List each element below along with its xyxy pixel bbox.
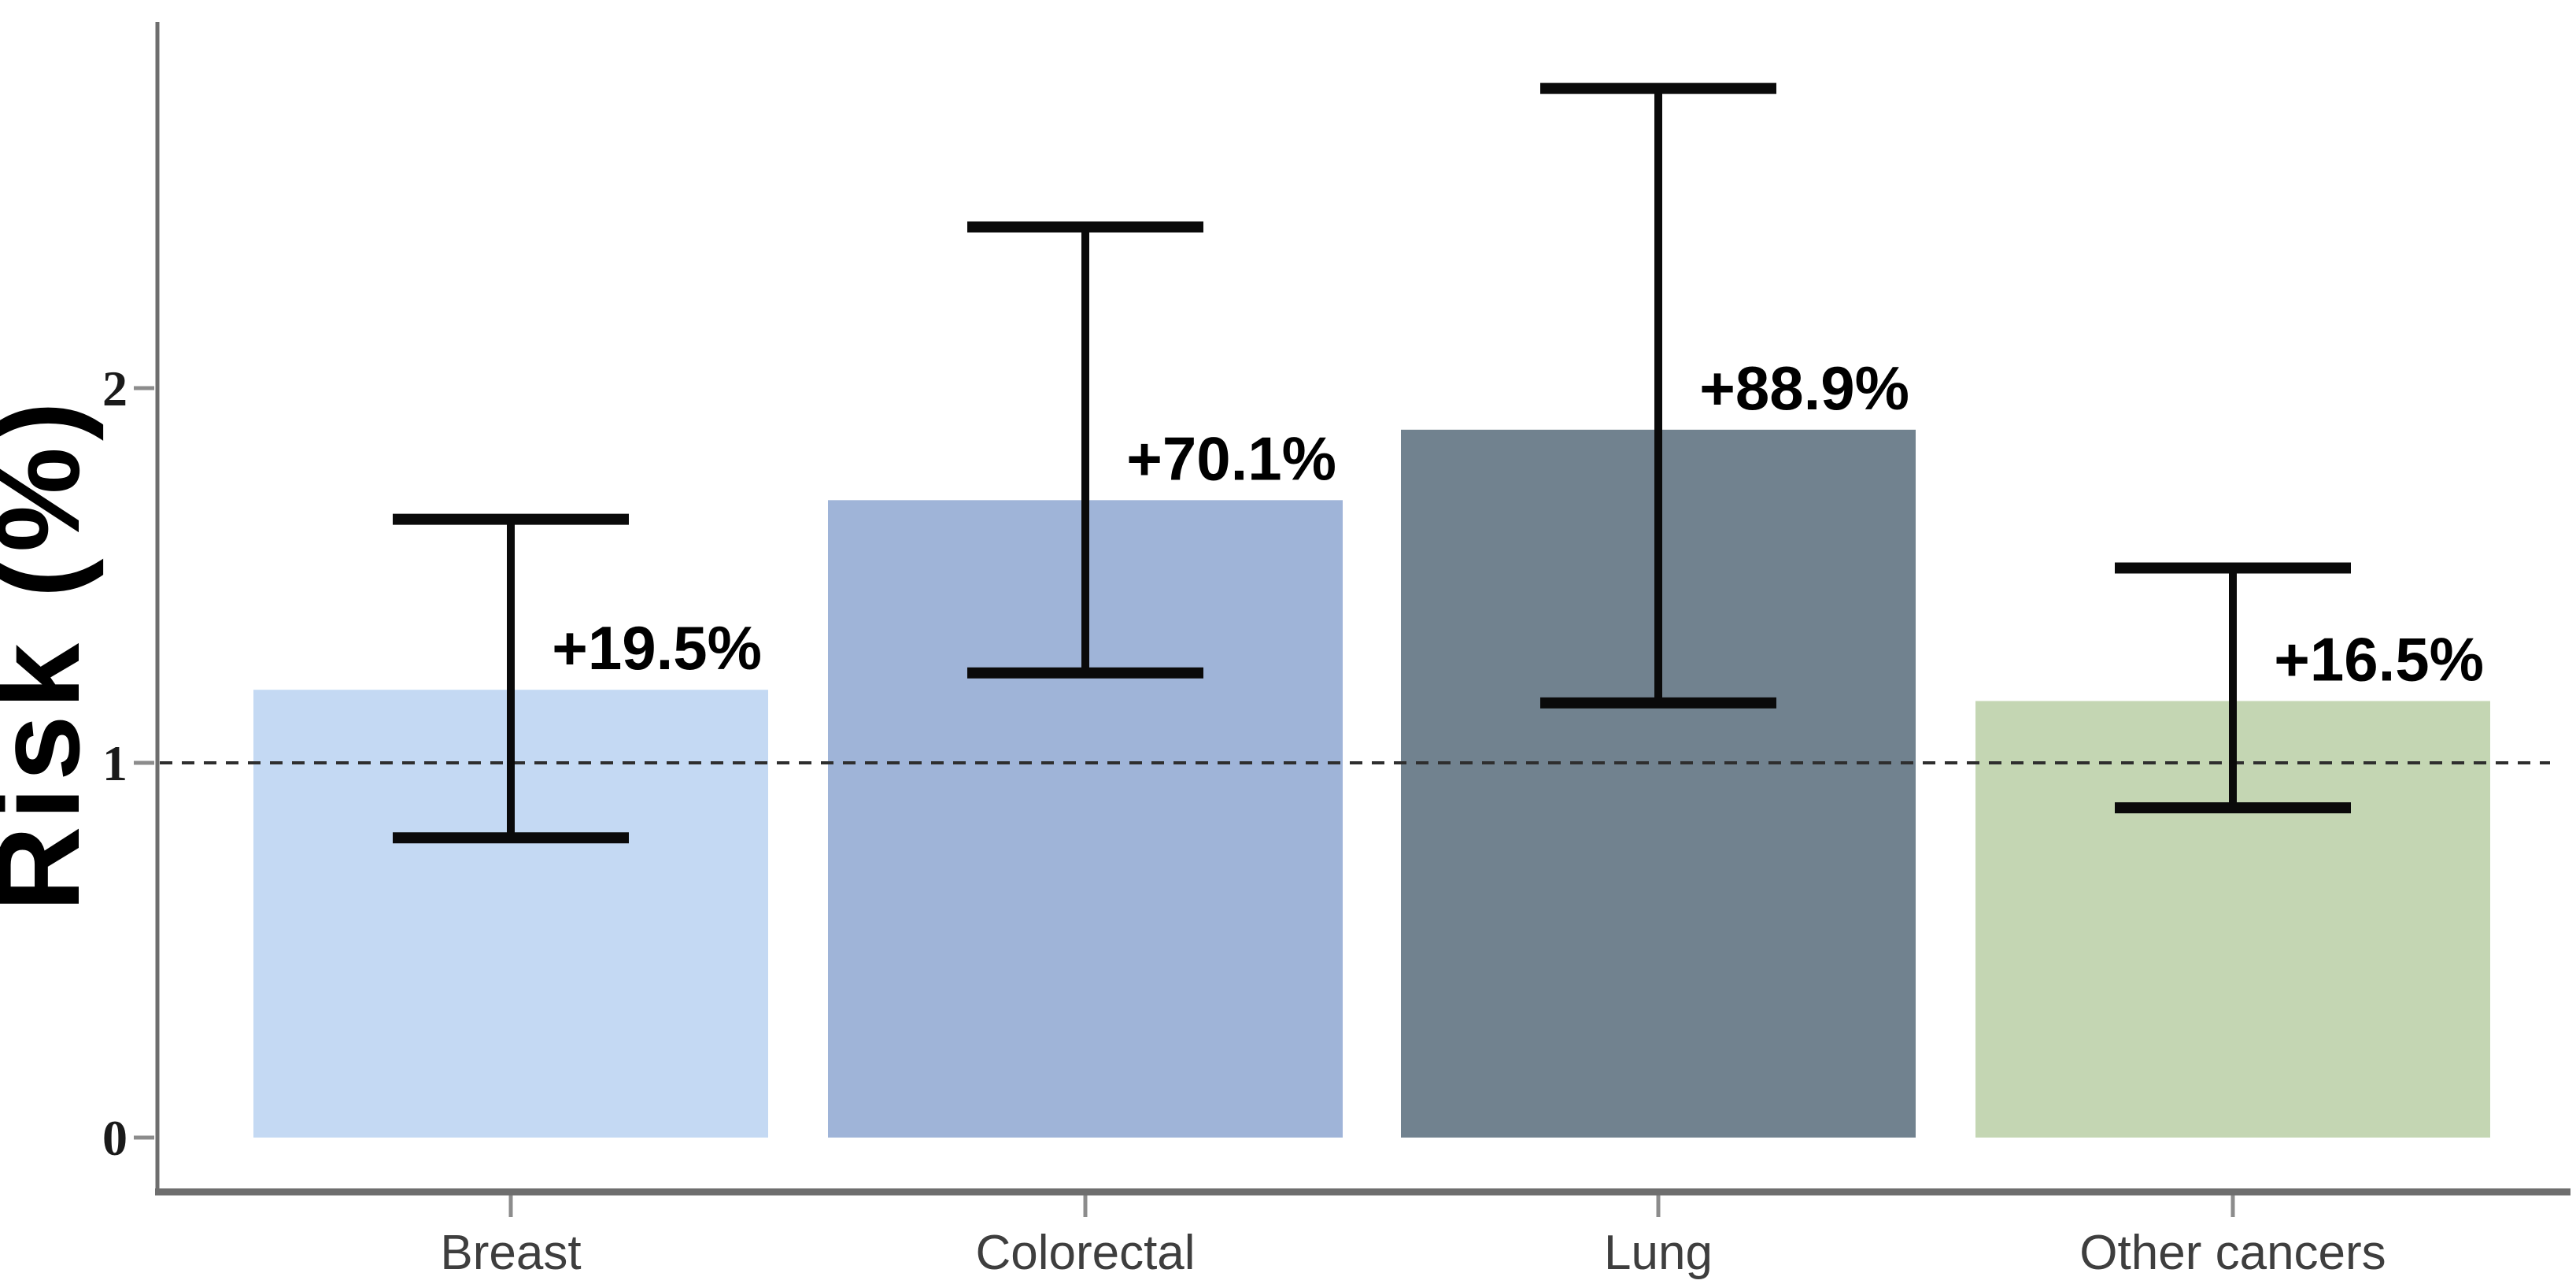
value-labels-layer: +19.5% +70.1% +88.9% +16.5%: [552, 353, 2484, 694]
bars-layer: [253, 429, 2490, 1138]
error-bar-breast: [393, 513, 629, 844]
bar-value-label-other-cancers: +16.5%: [2274, 624, 2484, 694]
error-bars-layer: [393, 83, 2351, 844]
y-axis-title: Risk (%): [0, 395, 104, 912]
bar-value-label-breast: +19.5%: [552, 613, 762, 683]
y-tick-label-0: 0: [102, 1110, 128, 1166]
x-tick-label-lung: Lung: [1604, 1226, 1713, 1280]
y-tick-label-2: 2: [102, 361, 128, 416]
y-tick-label-1: 1: [102, 735, 128, 791]
x-tick-label-other-cancers: Other cancers: [2079, 1226, 2386, 1280]
x-tick-label-breast: Breast: [440, 1226, 581, 1280]
axis-ticks-layer: 0 1 2 Breast Colorectal Lung Other cancers: [102, 361, 2386, 1280]
error-bar-other-cancers: [2115, 562, 2351, 814]
error-bar-lung: [1540, 83, 1776, 709]
x-tick-label-colorectal: Colorectal: [975, 1226, 1195, 1280]
bar-value-label-lung: +88.9%: [1699, 353, 1909, 423]
error-bar-colorectal: [967, 221, 1203, 679]
bar-value-label-colorectal: +70.1%: [1126, 424, 1336, 493]
